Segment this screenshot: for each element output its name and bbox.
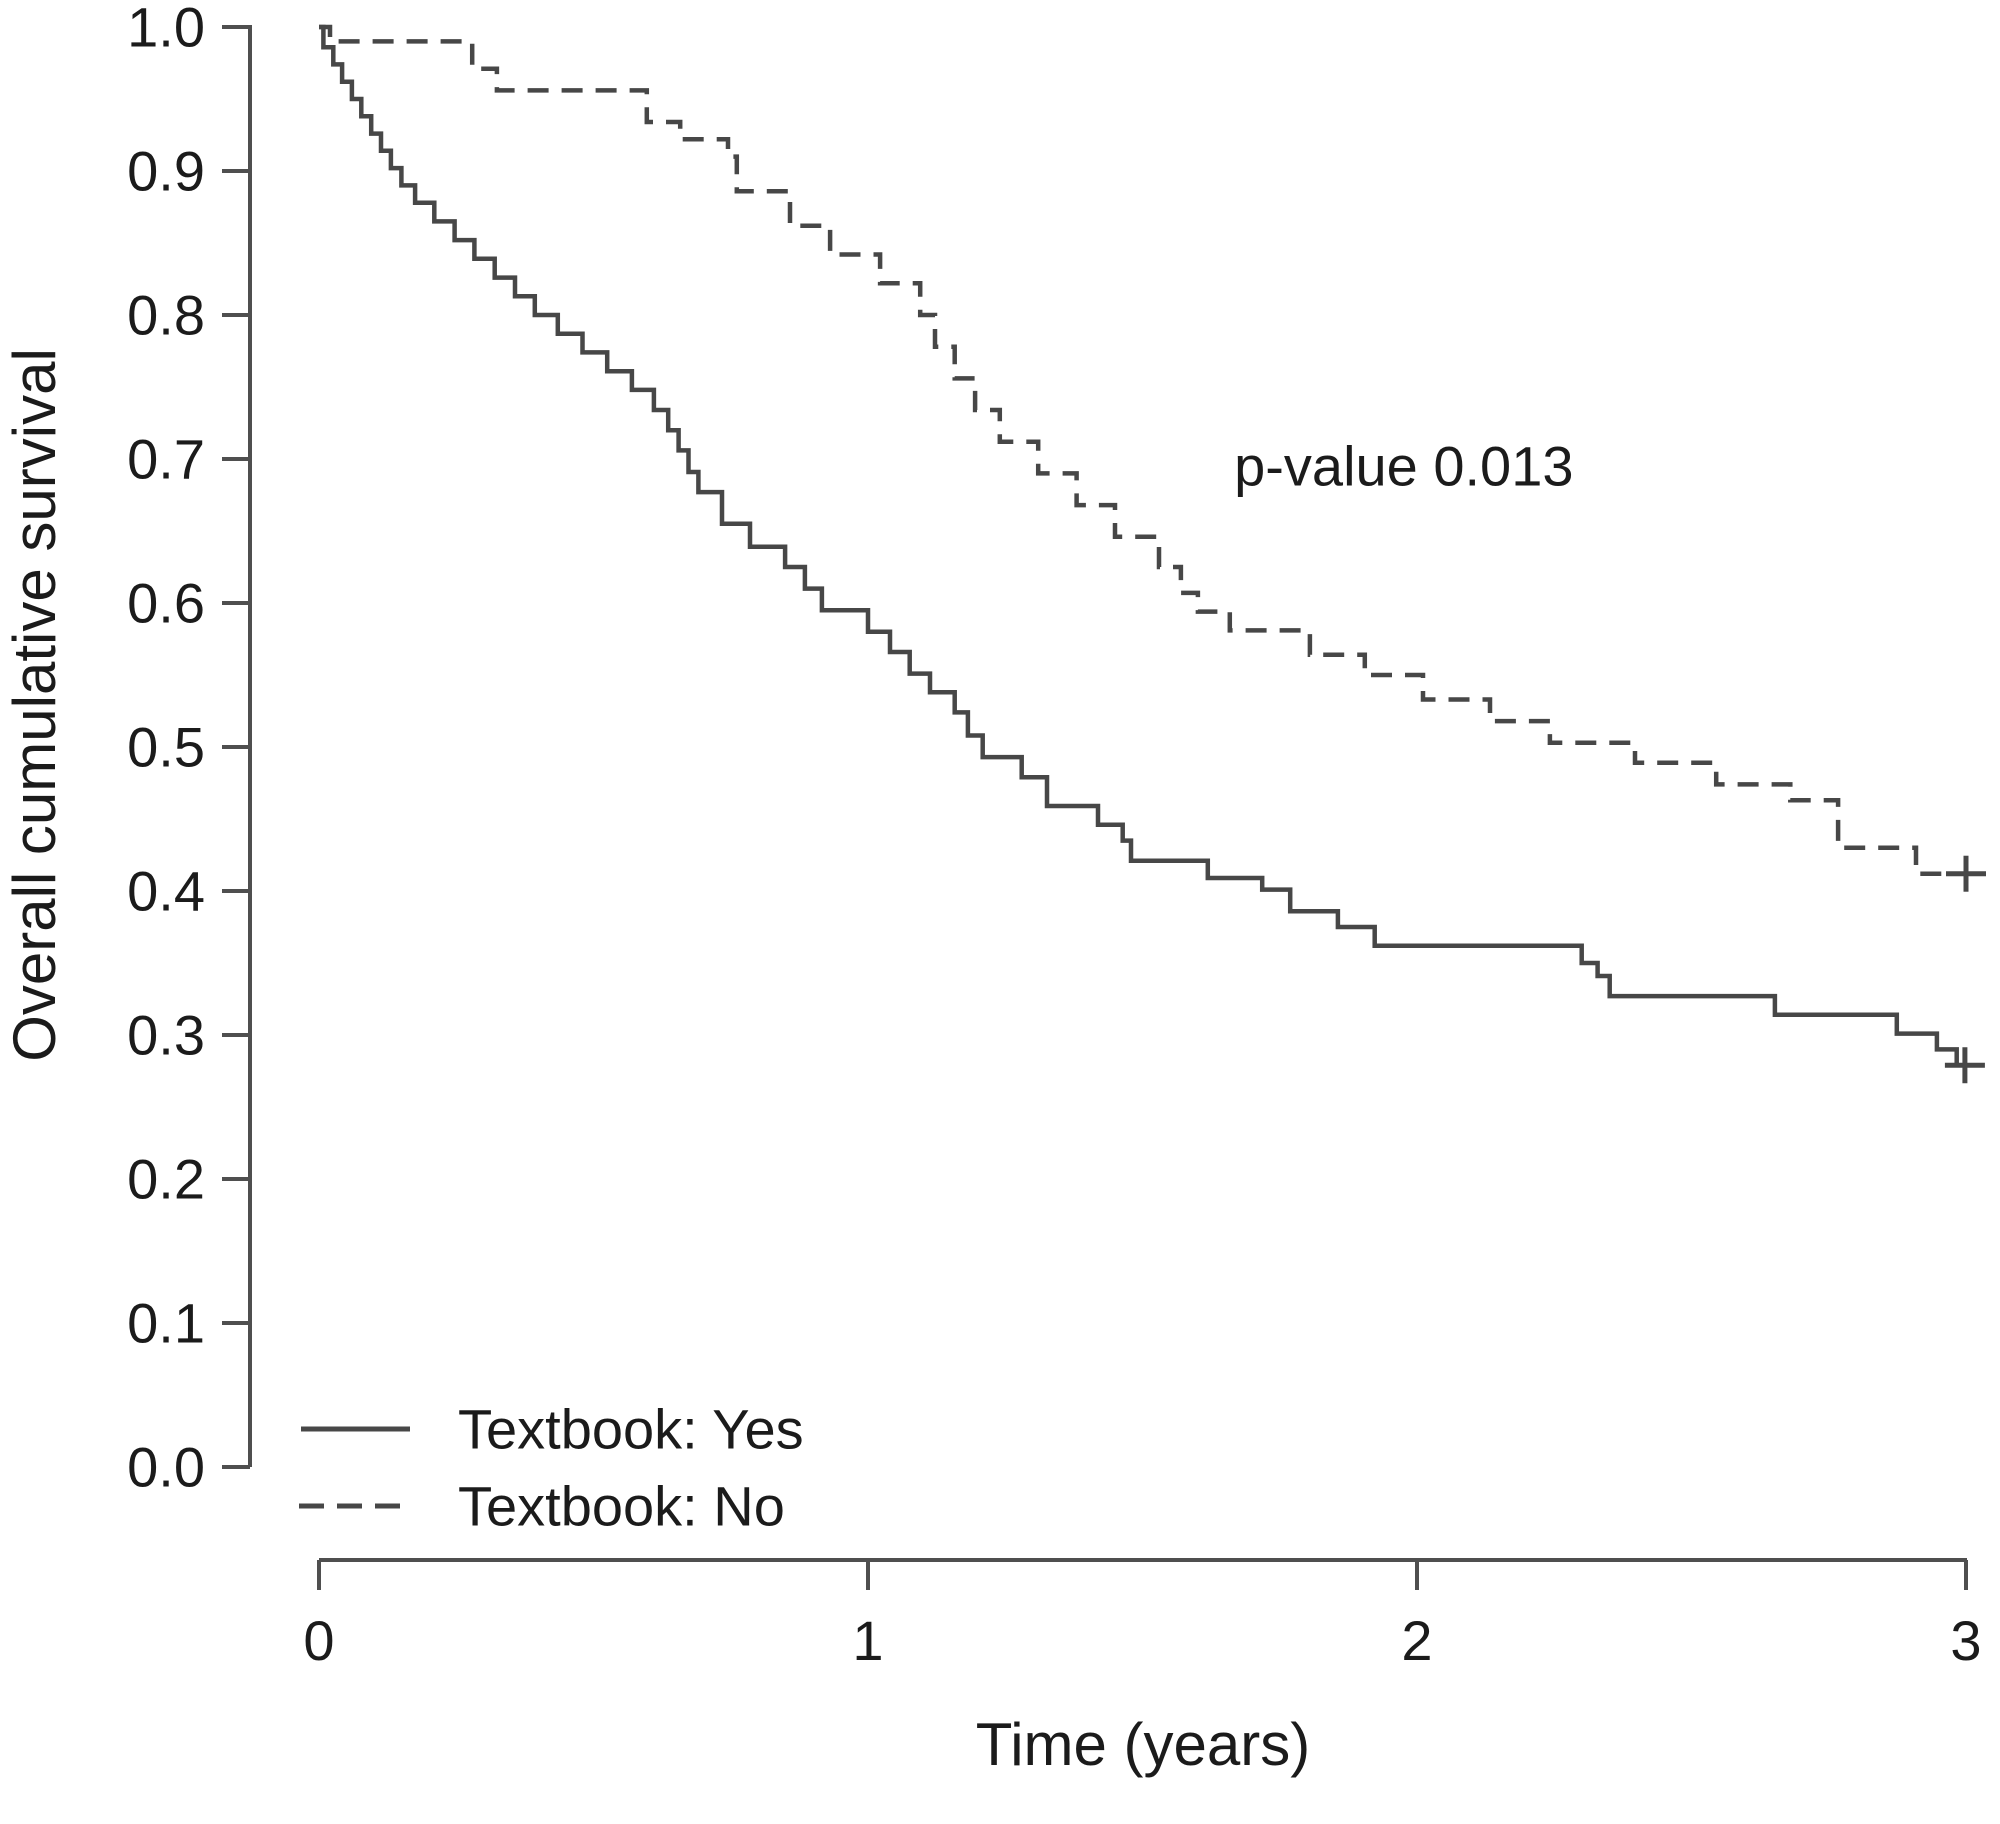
km-curve-textbook-no [319,24,1977,876]
x-tick-labels: 0 1 2 3 [303,1609,1981,1672]
y-axis-title: Overall cumulative survival [1,348,68,1062]
y-tick-label-0.2: 0.2 [127,1148,205,1211]
censor-marks [1944,855,1986,1084]
y-axis: 1.0 0.9 0.8 0.7 0.6 0.5 0.4 0.3 0.2 0.1 0.0 [127,0,252,1499]
y-tick-label-0.9: 0.9 [127,140,205,203]
y-tick-label-0.1: 0.1 [127,1292,205,1355]
km-curve-textbook-yes [319,24,1975,1068]
censor-plus-textbook-no [1946,855,1986,892]
y-tick-label-0.7: 0.7 [127,428,205,491]
y-tick-label-0.4: 0.4 [127,860,205,923]
survival-curves [319,24,1977,1068]
legend: Textbook: Yes Textbook: No [299,1398,804,1538]
legend-label-textbook-no: Textbook: No [458,1475,785,1538]
y-tick-label-0.3: 0.3 [127,1004,205,1067]
y-tick-group [222,25,250,1469]
y-tick-label-0.5: 0.5 [127,716,205,779]
y-tick-label-0.6: 0.6 [127,572,205,635]
y-tick-label-0.0: 0.0 [127,1436,205,1499]
y-tick-labels: 1.0 0.9 0.8 0.7 0.6 0.5 0.4 0.3 0.2 0.1 0.0 [127,0,205,1499]
x-tick-label-3: 3 [1950,1609,1981,1672]
x-tick-label-1: 1 [852,1609,883,1672]
y-tick-label-0.8: 0.8 [127,284,205,347]
x-axis-title: Time (years) [976,1711,1310,1778]
y-tick-label-1.0: 1.0 [127,0,205,59]
x-axis: 0 1 2 3 [303,1558,1982,1672]
p-value-annotation: p-value 0.013 [1234,435,1573,498]
censor-plus-textbook-yes [1944,1047,1985,1084]
x-tick-label-0: 0 [303,1609,334,1672]
x-tick-group [317,1560,1968,1590]
x-tick-label-2: 2 [1401,1609,1432,1672]
legend-label-textbook-yes: Textbook: Yes [458,1398,804,1461]
